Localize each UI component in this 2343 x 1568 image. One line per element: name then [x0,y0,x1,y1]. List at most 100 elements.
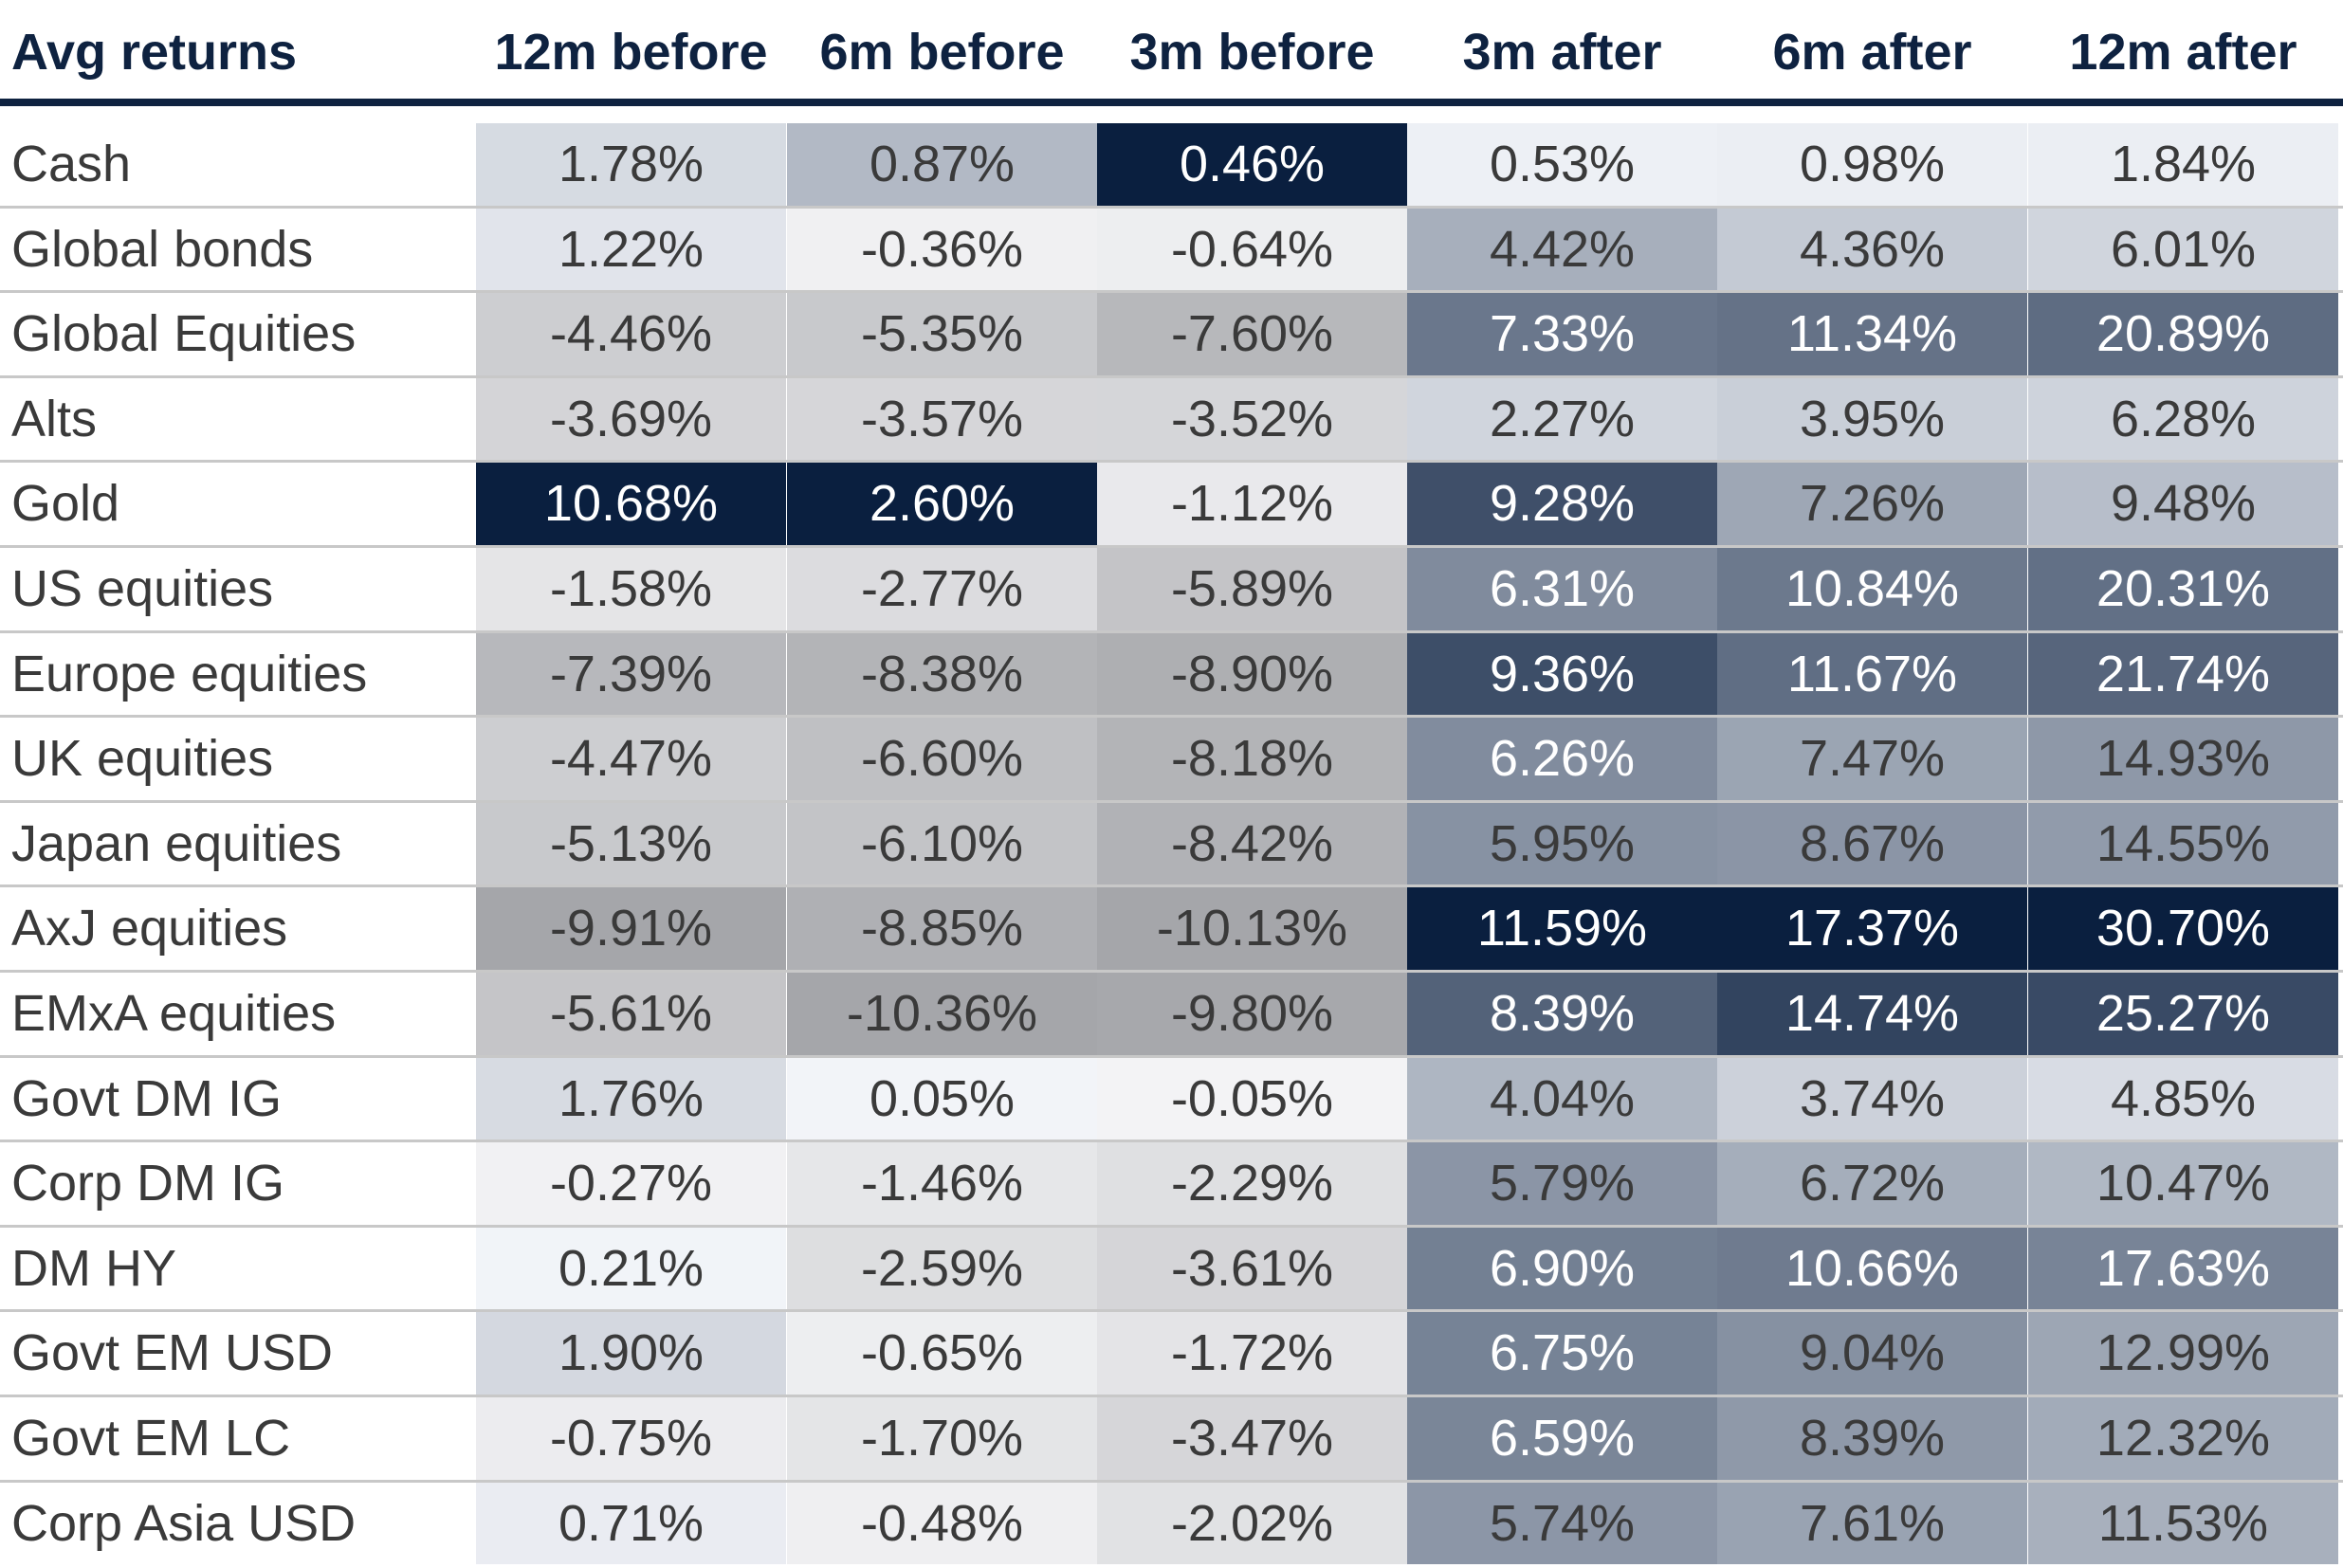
heatmap-cell: 8.39% [1407,973,1717,1055]
column-header-4: 6m after [1772,24,1972,81]
heatmap-cell: 4.42% [1407,208,1717,291]
heatmap-cell: -0.48% [787,1482,1097,1565]
heatmap-cell: -0.65% [787,1312,1097,1395]
heatmap-cell: -8.42% [1097,802,1407,885]
row-separator [0,1395,2343,1397]
row-label: Europe equities [11,645,368,702]
row-separator [0,799,2343,803]
heatmap-cell: -3.69% [476,377,786,461]
heatmap-cell: 1.84% [2028,123,2338,206]
heatmap-cell: -10.36% [787,973,1097,1055]
heatmap-cell: 8.39% [1717,1397,2027,1480]
heatmap-cell: -2.29% [1097,1142,1407,1225]
heatmap-cell: -9.91% [476,887,786,970]
heatmap-cell: -8.90% [1097,632,1407,716]
row-label: Japan equities [11,814,342,872]
row-label: Corp Asia USD [11,1494,357,1552]
heatmap-cell: 14.93% [2028,718,2338,800]
heatmap-cell: 5.74% [1407,1482,1717,1565]
heatmap-cell: -0.36% [787,208,1097,291]
heatmap-cell: 30.70% [2028,887,2338,970]
heatmap-cell: -1.46% [787,1142,1097,1225]
row-label: AxJ equities [11,900,288,957]
heatmap-cell: -3.52% [1097,377,1407,461]
heatmap-cell: 17.63% [2028,1227,2338,1310]
heatmap-cell: 3.95% [1717,377,2027,461]
row-separator [0,545,2343,548]
heatmap-cell: -3.47% [1097,1397,1407,1480]
heatmap-cell: 12.99% [2028,1312,2338,1395]
heatmap-cell: -4.47% [476,718,786,800]
row-label: Govt EM USD [11,1324,334,1382]
heatmap-cell: -2.02% [1097,1482,1407,1565]
row-separator [0,1309,2343,1313]
heatmap-cell: 9.36% [1407,632,1717,716]
heatmap-cell: 3.74% [1717,1057,2027,1140]
heatmap-cell: -9.80% [1097,973,1407,1055]
heatmap-cell: -8.85% [787,887,1097,970]
heatmap-cell: -1.70% [787,1397,1097,1480]
heatmap-cell: 4.04% [1407,1057,1717,1140]
corner-header: Avg returns [11,24,298,81]
heatmap-cell: 6.01% [2028,208,2338,291]
heatmap-cell: -5.35% [787,293,1097,375]
row-label: US equities [11,560,274,617]
heatmap-cell: -3.61% [1097,1227,1407,1310]
row-separator [0,884,2343,888]
heatmap-cell: 6.75% [1407,1312,1717,1395]
row-separator [0,205,2343,209]
heatmap-cell: -6.10% [787,802,1097,885]
heatmap-cell: -6.60% [787,718,1097,800]
header-rule [0,99,2343,106]
heatmap-cell: 6.72% [1717,1142,2027,1225]
heatmap-cell: -5.89% [1097,548,1407,630]
row-label: UK equities [11,730,274,788]
row-label: DM HY [11,1239,176,1297]
heatmap-cell: 7.26% [1717,463,2027,545]
heatmap-cell: 25.27% [2028,973,2338,1055]
heatmap-cell: -0.75% [476,1397,786,1480]
heatmap-cell: 0.46% [1097,123,1407,206]
row-separator [0,460,2343,464]
heatmap-cell: 1.90% [476,1312,786,1395]
heatmap-cell: 10.47% [2028,1142,2338,1225]
row-separator [0,1479,2343,1483]
column-header-2: 3m before [1129,24,1375,81]
heatmap-cell: -5.13% [476,802,786,885]
heatmap-cell: 20.89% [2028,293,2338,375]
row-separator [0,715,2343,719]
row-label: Cash [11,136,132,192]
heatmap-cell: 0.53% [1407,123,1717,206]
heatmap-cell: 1.78% [476,123,786,206]
row-separator [0,290,2343,294]
heatmap-cell: 9.48% [2028,463,2338,545]
heatmap-cell: 0.05% [787,1057,1097,1140]
row-label: EMxA equities [11,985,337,1042]
heatmap-cell: 6.59% [1407,1397,1717,1480]
heatmap-cell: 10.84% [1717,548,2027,630]
column-header-0: 12m before [494,24,768,81]
heatmap-cell: -2.59% [787,1227,1097,1310]
heatmap-cell: 21.74% [2028,632,2338,716]
heatmap-cell: 1.22% [476,208,786,291]
column-header-5: 12m after [2069,24,2297,81]
heatmap-cell: 2.27% [1407,377,1717,461]
heatmap-cell: 11.67% [1717,632,2027,716]
heatmap-cell: 7.47% [1717,718,2027,800]
row-label: Alts [11,390,98,447]
column-header-1: 6m before [819,24,1065,81]
row-separator [0,1224,2343,1228]
heatmap-cell: 9.28% [1407,463,1717,545]
row-label: Global Equities [11,305,357,363]
heatmap-cell: -0.64% [1097,208,1407,291]
heatmap-cell: 0.87% [787,123,1097,206]
heatmap-cell: 0.21% [476,1227,786,1310]
heatmap-cell: 4.85% [2028,1057,2338,1140]
heatmap-cell: -8.38% [787,632,1097,716]
row-separator [0,1140,2343,1143]
heatmap-cell: -1.58% [476,548,786,630]
heatmap-cell: 6.28% [2028,377,2338,461]
row-separator [0,970,2343,973]
heatmap-cell: -2.77% [787,548,1097,630]
